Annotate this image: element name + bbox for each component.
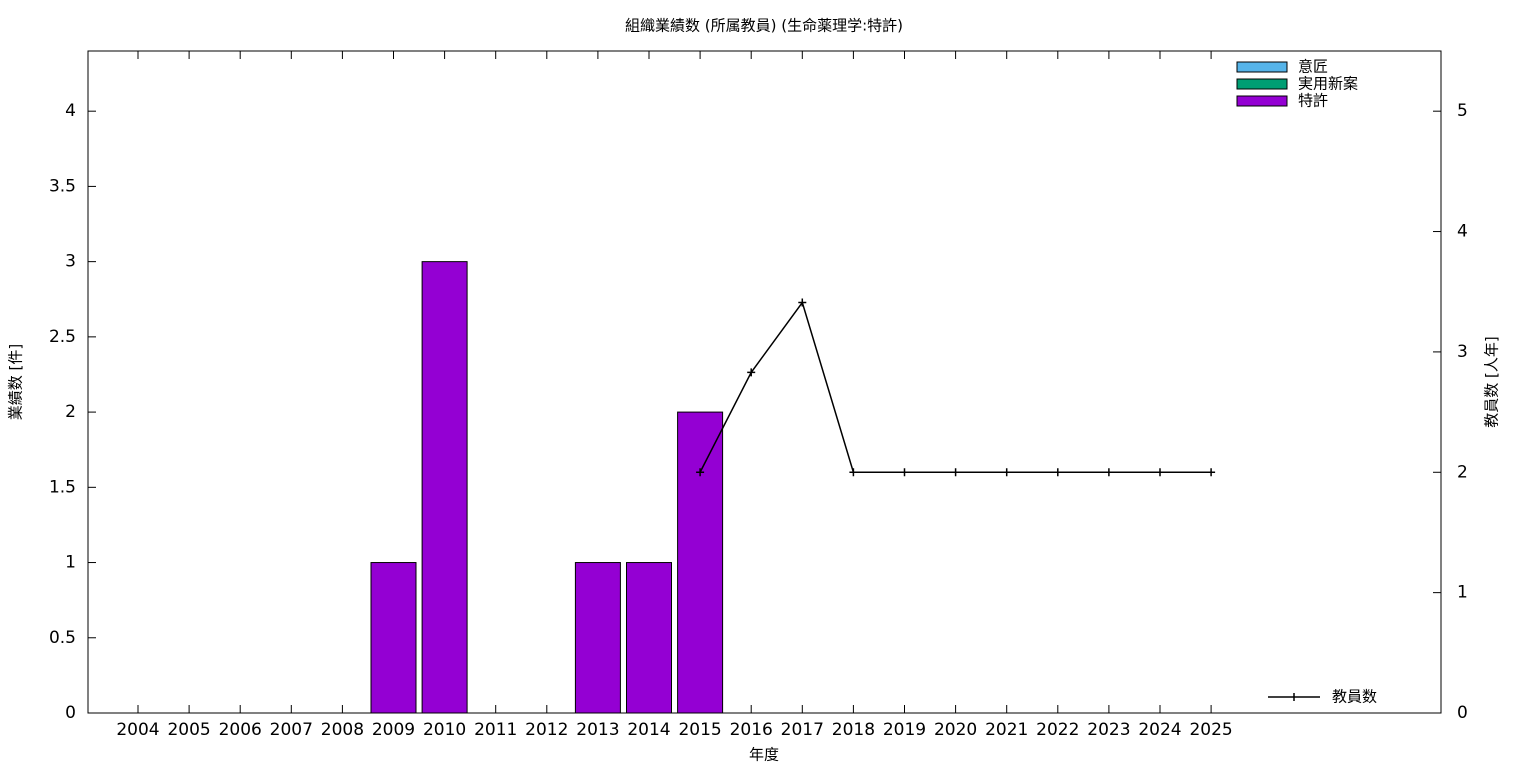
y-tick-label: 3 [65,252,76,272]
x-tick-label: 2017 [781,720,824,740]
x-tick-label: 2004 [116,720,159,740]
x-tick-label: 2016 [730,720,773,740]
x-tick-label: 2006 [219,720,262,740]
x-tick-label: 2009 [372,720,415,740]
y2-tick-label: 4 [1457,222,1468,242]
y2-tick-label: 0 [1457,703,1468,723]
point [1053,468,1062,477]
x-tick-label: 2013 [576,720,619,740]
point [1156,468,1164,477]
legend-label: 特許 [1298,92,1328,110]
point [900,468,909,477]
point [1002,468,1011,477]
x-tick-label: 2022 [1036,720,1079,740]
x-tick-label: 2010 [423,720,466,740]
chart-title: 組織業績数 (所属教員) (生命薬理学:特許) [625,17,903,35]
x-tick-label: 2012 [525,720,568,740]
legend-label: 実用新案 [1298,75,1358,93]
x-tick-label: 2020 [934,720,977,740]
x-tick-label: 2005 [167,720,210,740]
x-tick-label: 2011 [474,720,517,740]
bar [370,562,417,714]
legend-swatch [1236,95,1288,107]
x-tick-label: 2024 [1138,720,1181,740]
y-tick-label: 3.5 [49,176,76,196]
y2-axis-label: 教員数 [人年] [1483,336,1501,427]
bar [421,261,468,714]
x-axis-label: 年度 [749,746,779,764]
x-tick-label: 2014 [627,720,670,740]
x-tick-label: 2021 [985,720,1028,740]
y-tick-label: 0 [65,703,76,723]
bar [574,562,621,714]
legend-swatch [1236,78,1288,90]
point [849,468,858,477]
y-axis-label: 業績数 [件] [7,344,25,420]
y-tick-label: 1 [65,553,76,573]
x-tick-label: 2023 [1087,720,1130,740]
legend-swatch [1236,61,1288,73]
y2-tick-label: 3 [1457,342,1468,362]
point [1207,468,1216,477]
y-tick-label: 4 [65,101,76,121]
point [798,298,807,307]
y-tick-label: 0.5 [49,628,76,648]
y-tick-label: 2.5 [49,327,76,347]
x-tick-label: 2025 [1189,720,1232,740]
y2-tick-label: 1 [1457,583,1468,603]
bar [677,411,724,714]
y2-tick-label: 5 [1457,101,1468,121]
legend-label: 意匠 [1298,58,1328,76]
point [1104,468,1113,477]
bar [626,562,672,714]
line [699,300,1212,474]
y-tick-label: 2 [65,402,76,422]
point [696,468,705,477]
y-tick-label: 1.5 [49,477,76,497]
x-tick-label: 2019 [883,720,926,740]
point [951,468,960,477]
plot-frame [87,50,1442,714]
x-tick-label: 2015 [678,720,721,740]
legend-label: 教員数 [1332,688,1377,706]
legend-line [1268,693,1320,701]
x-tick-label: 2007 [270,720,313,740]
point [747,368,756,377]
y2-tick-label: 2 [1457,462,1468,482]
x-tick-label: 2008 [321,720,364,740]
x-tick-label: 2018 [832,720,875,740]
